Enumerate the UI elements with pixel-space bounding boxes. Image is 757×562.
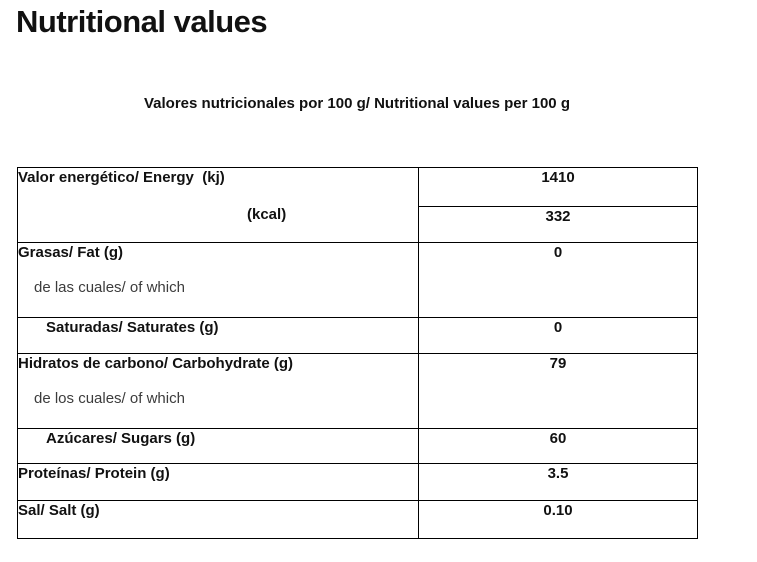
cell-energy-label: Valor energético/ Energy (kj) (kcal) bbox=[17, 167, 419, 243]
cell-fat-label: Grasas/ Fat (g) de las cuales/ of which bbox=[17, 242, 419, 318]
cell-protein-label: Proteínas/ Protein (g) bbox=[17, 463, 419, 501]
table-caption: Valores nutricionales por 100 g/ Nutriti… bbox=[144, 95, 570, 112]
fat-sublabel: de las cuales/ of which bbox=[34, 279, 185, 296]
sugars-label: Azúcares/ Sugars (g) bbox=[46, 430, 196, 447]
row-fat: Grasas/ Fat (g) de las cuales/ of which … bbox=[17, 242, 698, 318]
energy-kcal-value: 332 bbox=[418, 206, 698, 243]
page-title: Nutritional values bbox=[16, 4, 268, 39]
energy-kj-label: Valor energético/ Energy (kj) bbox=[18, 169, 225, 186]
row-salt: Sal/ Salt (g) 0.10 bbox=[17, 500, 698, 539]
protein-value: 3.5 bbox=[418, 463, 698, 501]
row-energy-kcal: 332 bbox=[18, 206, 698, 243]
cell-carbohydrate-label: Hidratos de carbono/ Carbohydrate (g) de… bbox=[17, 353, 419, 429]
saturates-value: 0 bbox=[418, 317, 698, 354]
fat-label: Grasas/ Fat (g) bbox=[18, 244, 124, 261]
salt-value: 0.10 bbox=[418, 500, 698, 539]
nutrition-table: Valor energético/ Energy (kj) (kcal) 141… bbox=[17, 167, 698, 539]
fat-value: 0 bbox=[418, 242, 698, 318]
carbohydrate-label: Hidratos de carbono/ Carbohydrate (g) bbox=[18, 355, 294, 372]
cell-salt-label: Sal/ Salt (g) bbox=[17, 500, 419, 539]
row-protein: Proteínas/ Protein (g) 3.5 bbox=[17, 463, 698, 501]
saturates-label: Saturadas/ Saturates (g) bbox=[46, 319, 219, 336]
energy-kcal-label: (kcal) bbox=[247, 206, 287, 223]
carbohydrate-value: 79 bbox=[418, 353, 698, 429]
row-saturates: Saturadas/ Saturates (g) 0 bbox=[17, 317, 698, 354]
cell-saturates-label: Saturadas/ Saturates (g) bbox=[17, 317, 419, 354]
cell-sugars-label: Azúcares/ Sugars (g) bbox=[17, 428, 419, 464]
nutrition-table-container: Valor energético/ Energy (kj) (kcal) 141… bbox=[17, 167, 698, 539]
sugars-value: 60 bbox=[418, 428, 698, 464]
carbohydrate-sublabel: de los cuales/ of which bbox=[34, 390, 185, 407]
salt-label: Sal/ Salt (g) bbox=[18, 502, 100, 519]
energy-kj-value: 1410 bbox=[418, 167, 698, 207]
row-sugars: Azúcares/ Sugars (g) 60 bbox=[17, 428, 698, 464]
row-carbohydrate: Hidratos de carbono/ Carbohydrate (g) de… bbox=[17, 353, 698, 429]
protein-label: Proteínas/ Protein (g) bbox=[18, 465, 170, 482]
row-energy-kj: Valor energético/ Energy (kj) (kcal) 141… bbox=[17, 167, 698, 243]
